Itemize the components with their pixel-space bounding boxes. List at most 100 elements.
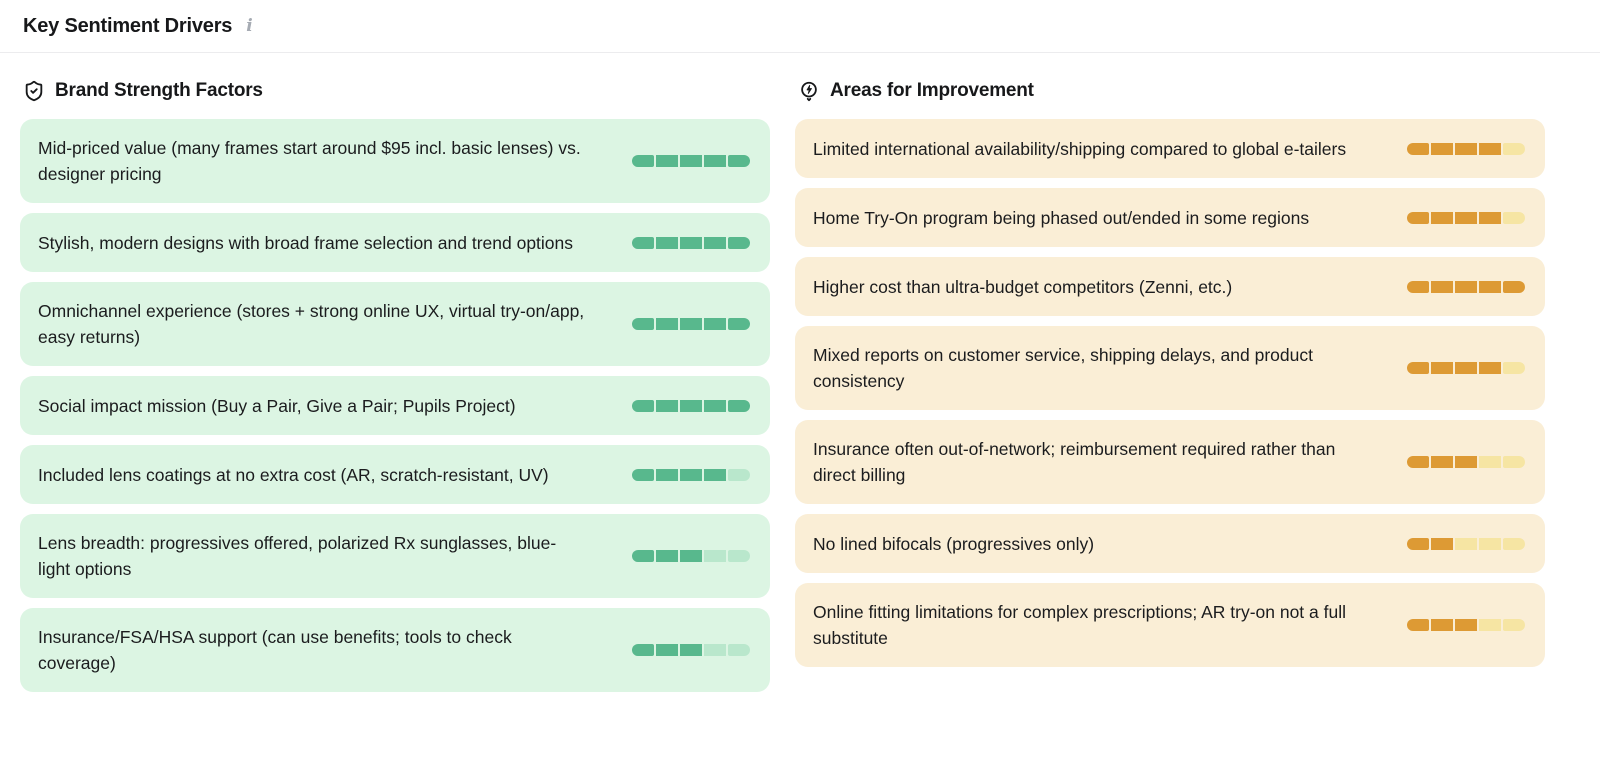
score-segment bbox=[632, 399, 654, 412]
score-segment bbox=[632, 468, 654, 481]
strength-card-text: Lens breadth: progressives offered, pola… bbox=[38, 533, 557, 579]
score-segment bbox=[728, 644, 750, 656]
score-segment bbox=[632, 236, 654, 249]
score-segment bbox=[1479, 362, 1501, 374]
score-segment bbox=[1407, 142, 1429, 155]
score-segment bbox=[1431, 362, 1453, 374]
score-segment bbox=[728, 155, 750, 167]
score-bar bbox=[632, 318, 750, 330]
score-segment bbox=[1503, 456, 1525, 468]
score-segment bbox=[632, 550, 654, 562]
score-segment bbox=[656, 550, 678, 562]
strength-card: Stylish, modern designs with broad frame… bbox=[20, 213, 770, 272]
strength-card-text: Omnichannel experience (stores + strong … bbox=[38, 301, 585, 347]
score-bar bbox=[1407, 362, 1525, 374]
score-bar bbox=[1407, 537, 1525, 550]
score-segment bbox=[680, 468, 702, 481]
score-segment bbox=[1431, 211, 1453, 224]
score-segment bbox=[632, 644, 654, 656]
score-segment bbox=[704, 468, 726, 481]
score-segment bbox=[656, 644, 678, 656]
score-bar bbox=[632, 644, 750, 656]
score-bar bbox=[1407, 619, 1525, 631]
improvement-card-text: Online fitting limitations for complex p… bbox=[813, 602, 1346, 648]
strength-card: Social impact mission (Buy a Pair, Give … bbox=[20, 376, 770, 435]
score-segment bbox=[1455, 211, 1477, 224]
column-title-improvements: Areas for Improvement bbox=[830, 80, 1034, 101]
score-segment bbox=[632, 155, 654, 167]
strength-card-list: Mid-priced value (many frames start arou… bbox=[20, 119, 770, 692]
score-segment bbox=[1479, 142, 1501, 155]
brand-strengths-column: Brand Strength Factors Mid-priced value … bbox=[20, 53, 770, 702]
score-segment bbox=[1431, 619, 1453, 631]
score-bar bbox=[632, 468, 750, 481]
score-segment bbox=[1455, 362, 1477, 374]
score-segment bbox=[680, 550, 702, 562]
score-segment bbox=[728, 550, 750, 562]
score-bar bbox=[632, 155, 750, 167]
score-segment bbox=[656, 468, 678, 481]
key-sentiment-drivers-panel: Key Sentiment Drivers i Brand Strength F… bbox=[0, 15, 1600, 702]
column-title-strengths: Brand Strength Factors bbox=[55, 80, 263, 101]
strength-card: Lens breadth: progressives offered, pola… bbox=[20, 514, 770, 598]
score-segment bbox=[1503, 619, 1525, 631]
score-segment bbox=[680, 155, 702, 167]
score-segment bbox=[728, 399, 750, 412]
score-segment bbox=[1431, 456, 1453, 468]
improvement-card: Home Try-On program being phased out/end… bbox=[795, 188, 1545, 247]
strength-card-text: Included lens coatings at no extra cost … bbox=[38, 464, 549, 485]
score-segment bbox=[704, 399, 726, 412]
score-segment bbox=[680, 318, 702, 330]
improvements-column-header: Areas for Improvement bbox=[798, 80, 1545, 102]
score-segment bbox=[1479, 619, 1501, 631]
score-segment bbox=[1455, 142, 1477, 155]
score-segment bbox=[1503, 280, 1525, 293]
score-bar bbox=[632, 550, 750, 562]
score-segment bbox=[680, 236, 702, 249]
score-segment bbox=[1431, 142, 1453, 155]
score-segment bbox=[656, 399, 678, 412]
improvement-card: Limited international availability/shipp… bbox=[795, 119, 1545, 178]
strength-card-text: Stylish, modern designs with broad frame… bbox=[38, 232, 574, 253]
score-segment bbox=[1431, 537, 1453, 550]
strength-card: Omnichannel experience (stores + strong … bbox=[20, 282, 770, 366]
strength-card: Mid-priced value (many frames start arou… bbox=[20, 119, 770, 203]
improvement-card: Online fitting limitations for complex p… bbox=[795, 583, 1545, 667]
improvement-card: Insurance often out-of-network; reimburs… bbox=[795, 420, 1545, 504]
strength-card: Included lens coatings at no extra cost … bbox=[20, 445, 770, 504]
areas-improvement-column: Areas for Improvement Limited internatio… bbox=[795, 53, 1545, 702]
improvement-card-text: Mixed reports on customer service, shipp… bbox=[813, 345, 1313, 391]
score-segment bbox=[1479, 280, 1501, 293]
improvement-card-text: No lined bifocals (progressives only) bbox=[813, 533, 1095, 554]
improvement-card-text: Limited international availability/shipp… bbox=[813, 138, 1347, 159]
improvement-card-text: Home Try-On program being phased out/end… bbox=[813, 207, 1310, 228]
score-segment bbox=[656, 318, 678, 330]
score-segment bbox=[680, 399, 702, 412]
score-segment bbox=[1479, 211, 1501, 224]
score-segment bbox=[1407, 456, 1429, 468]
strength-card: Insurance/FSA/HSA support (can use benef… bbox=[20, 608, 770, 692]
improvement-card: Mixed reports on customer service, shipp… bbox=[795, 326, 1545, 410]
score-segment bbox=[656, 155, 678, 167]
strengths-column-header: Brand Strength Factors bbox=[23, 80, 770, 102]
score-segment bbox=[728, 236, 750, 249]
shield-check-icon bbox=[23, 80, 45, 102]
score-segment bbox=[1455, 280, 1477, 293]
score-segment bbox=[704, 155, 726, 167]
score-segment bbox=[1455, 619, 1477, 631]
score-segment bbox=[1503, 362, 1525, 374]
score-segment bbox=[1503, 211, 1525, 224]
score-segment bbox=[1407, 280, 1429, 293]
score-segment bbox=[1431, 280, 1453, 293]
score-bar bbox=[1407, 142, 1525, 155]
improvement-card: No lined bifocals (progressives only) bbox=[795, 514, 1545, 573]
improvement-card: Higher cost than ultra-budget competitor… bbox=[795, 257, 1545, 316]
improvement-card-list: Limited international availability/shipp… bbox=[795, 119, 1545, 667]
score-bar bbox=[632, 399, 750, 412]
score-segment bbox=[1407, 537, 1429, 550]
strength-card-text: Social impact mission (Buy a Pair, Give … bbox=[38, 395, 516, 416]
improvement-card-text: Higher cost than ultra-budget competitor… bbox=[813, 276, 1233, 297]
info-icon[interactable]: i bbox=[246, 16, 253, 36]
score-segment bbox=[1479, 537, 1501, 550]
score-segment bbox=[632, 318, 654, 330]
